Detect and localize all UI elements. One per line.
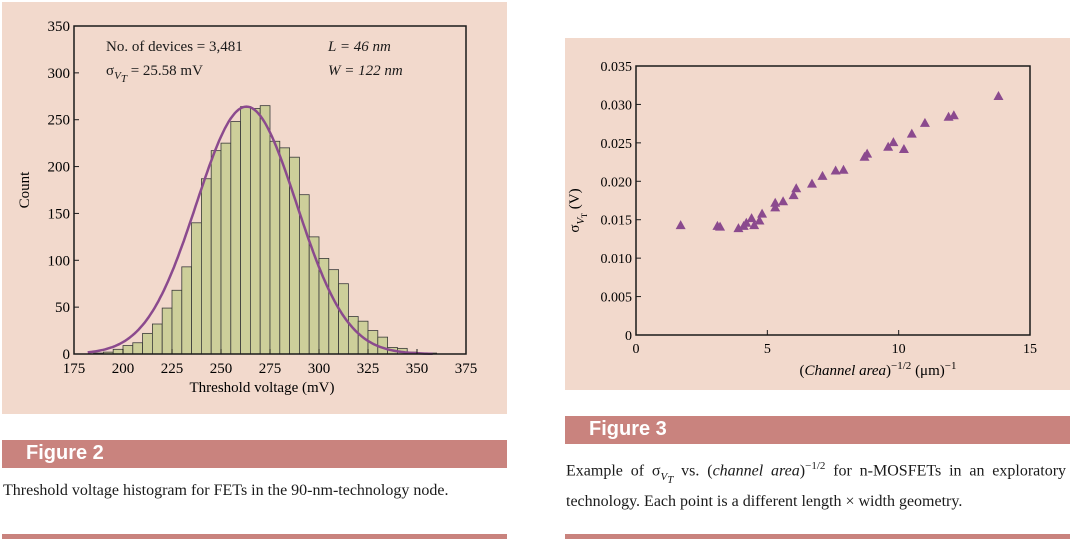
data-point-triangle bbox=[778, 196, 789, 206]
y-tick-label: 0.010 bbox=[601, 252, 633, 267]
sigma-annotation: σVT = 25.58 mV bbox=[106, 63, 203, 86]
gaussian-fit-curve bbox=[87, 105, 433, 355]
data-point-triangle bbox=[733, 223, 744, 233]
figure2-panel: 175 200 225 250 275 300 325 350 375 0 50 100 150 200… bbox=[2, 2, 507, 414]
scatter-x-axis-label: (Channel area)−1/2 (μm)−1 bbox=[800, 360, 957, 379]
data-point-triangle bbox=[791, 183, 802, 193]
data-point-triangle bbox=[817, 170, 828, 180]
devices-annotation: No. of devices = 3,481 bbox=[106, 39, 243, 55]
x-tick-label: 200 bbox=[112, 361, 135, 377]
sigma-symbol: σ bbox=[106, 63, 115, 79]
data-point-triangle bbox=[888, 137, 899, 147]
x-tick-label: 350 bbox=[406, 361, 429, 377]
width-annotation: W = 122 nm bbox=[328, 63, 403, 79]
x-tick-label: 15 bbox=[1023, 342, 1037, 357]
figure2-bottom-rule bbox=[2, 534, 507, 539]
y-tick-label: 0.030 bbox=[601, 98, 633, 113]
scatter-chart: 0 5 10 15 0 0.005 0.010 0.015 0.020 0.025 0.030 0.… bbox=[567, 60, 1037, 379]
x-tick-label: 375 bbox=[455, 361, 478, 377]
figure3-bottom-rule bbox=[565, 534, 1070, 539]
figure2-label-bar: Figure 2 bbox=[2, 440, 507, 468]
sigma-subscript: VT bbox=[114, 70, 127, 86]
length-annotation: L = 46 nm bbox=[328, 39, 391, 55]
histogram-bar bbox=[249, 108, 261, 355]
x-tick-label: 325 bbox=[357, 361, 380, 377]
x-tick-label: 0 bbox=[633, 342, 640, 357]
data-point-triangle bbox=[715, 221, 726, 231]
histogram-bar bbox=[200, 178, 212, 355]
y-tick-label: 0.035 bbox=[601, 60, 633, 75]
histogram-bar bbox=[259, 105, 271, 355]
histogram-bar bbox=[191, 222, 202, 355]
histogram-bar bbox=[181, 266, 193, 355]
y-tick-label: 0.005 bbox=[601, 291, 633, 306]
y-tick-label: 0.025 bbox=[601, 137, 633, 152]
x-tick-label: 225 bbox=[161, 361, 184, 377]
histogram-chart: 175 200 225 250 275 300 325 350 375 0 50 100 150 200… bbox=[17, 19, 478, 396]
histogram-bar bbox=[171, 289, 183, 355]
histogram-bar bbox=[161, 307, 173, 355]
data-point-triangle bbox=[749, 220, 760, 230]
histogram-bar bbox=[230, 121, 242, 355]
histogram-bar bbox=[151, 323, 163, 355]
data-point-triangle bbox=[741, 217, 752, 227]
y-tick-label: 250 bbox=[48, 113, 71, 129]
data-point-triangle bbox=[770, 202, 781, 212]
data-point-triangle bbox=[746, 213, 757, 223]
data-point-triangle bbox=[838, 164, 849, 174]
x-tick-label: 250 bbox=[210, 361, 233, 377]
figure3-label-bar: Figure 3 bbox=[565, 416, 1070, 444]
y-tick-label: 200 bbox=[48, 160, 71, 176]
figure3-label: Figure 3 bbox=[589, 418, 667, 440]
x-tick-label: 175 bbox=[63, 361, 86, 377]
histogram-bar bbox=[210, 150, 222, 355]
figure3-panel: 0 5 10 15 0 0.005 0.010 0.015 0.020 0.025 0.030 0.… bbox=[565, 38, 1070, 390]
histogram-bar bbox=[269, 140, 281, 355]
x-tick-label: 5 bbox=[764, 342, 771, 357]
data-point-triangle bbox=[906, 128, 917, 138]
figure3-caption: Example of σVT vs. (channel area)−1/2 fo… bbox=[566, 460, 1067, 510]
y-tick-label: 0 bbox=[63, 347, 71, 363]
histogram-y-axis-label: Count bbox=[17, 171, 33, 209]
histogram-bar bbox=[347, 316, 359, 355]
data-point-triangle bbox=[675, 220, 686, 230]
data-point-triangle bbox=[948, 110, 959, 120]
data-point-triangle bbox=[898, 144, 909, 154]
histogram-bar bbox=[240, 106, 251, 355]
histogram-bar bbox=[142, 332, 153, 355]
data-point-triangle bbox=[883, 141, 894, 151]
y-tick-label: 50 bbox=[55, 300, 70, 316]
data-point-triangle bbox=[862, 148, 873, 158]
y-tick-label: 300 bbox=[48, 66, 71, 82]
figure2-label: Figure 2 bbox=[26, 442, 104, 464]
y-tick-label: 150 bbox=[48, 206, 71, 222]
data-point-triangle bbox=[757, 208, 768, 218]
y-tick-label: 0 bbox=[625, 329, 632, 344]
scatter-y-axis-label: σVT (V) bbox=[567, 188, 589, 232]
histogram-bar bbox=[220, 142, 232, 355]
figure2-caption: Threshold voltage histogram for FETs in … bbox=[3, 482, 449, 499]
x-tick-label: 10 bbox=[892, 342, 906, 357]
y-tick-label: 0.020 bbox=[601, 175, 633, 190]
histogram-bar bbox=[132, 342, 144, 355]
x-tick-label: 275 bbox=[259, 361, 282, 377]
y-tick-label: 100 bbox=[48, 253, 71, 269]
data-point-triangle bbox=[830, 165, 841, 175]
data-point-triangle bbox=[806, 178, 817, 188]
scatter-plot-frame bbox=[635, 65, 1031, 336]
data-point-triangle bbox=[788, 190, 799, 200]
histogram-bar bbox=[328, 269, 339, 355]
y-tick-label: 0.015 bbox=[601, 214, 633, 229]
data-point-triangle bbox=[770, 197, 781, 207]
data-point-triangle bbox=[754, 215, 765, 225]
x-tick-label: 300 bbox=[308, 361, 331, 377]
y-tick-label: 350 bbox=[48, 19, 71, 35]
data-point-triangle bbox=[993, 90, 1004, 100]
histogram-x-axis-label: Threshold voltage (mV) bbox=[190, 380, 335, 396]
histogram-bar bbox=[122, 345, 134, 355]
data-point-triangle bbox=[919, 117, 930, 127]
